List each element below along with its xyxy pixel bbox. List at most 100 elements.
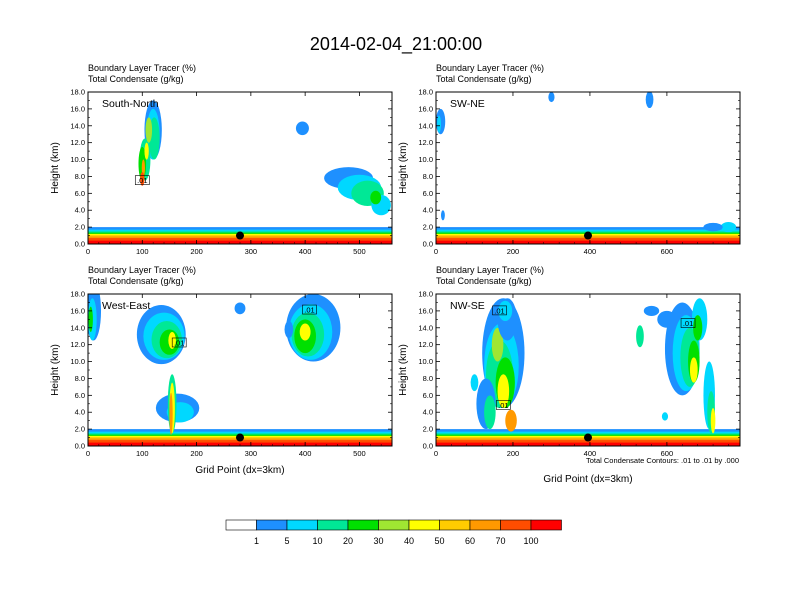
y-tick-label: 4.0 <box>423 408 433 417</box>
panel-title-condensate: Total Condensate (g/kg) <box>88 74 184 84</box>
x-tick-label: 400 <box>299 449 312 458</box>
colorbar-label: 60 <box>465 536 475 546</box>
x-tick-label: 500 <box>353 449 366 458</box>
tracer-region <box>661 412 669 421</box>
x-tick-label: 600 <box>661 247 674 256</box>
tracer-region <box>284 321 294 338</box>
x-tick-label: 100 <box>136 449 149 458</box>
panel-name: SW-NE <box>450 98 485 110</box>
plot-background <box>88 294 392 446</box>
panel-title-condensate: Total Condensate (g/kg) <box>436 74 532 84</box>
y-tick-label: 0.0 <box>423 240 433 249</box>
y-tick-label: 8.0 <box>75 172 85 181</box>
contour-label: .01 <box>304 306 314 315</box>
panel-south-north: Boundary Layer Tracer (%)Total Condensat… <box>50 63 393 256</box>
plot-area: .01 .01 .01 <box>436 294 740 446</box>
tracer-region <box>710 408 716 434</box>
y-tick-label: 8.0 <box>75 374 85 383</box>
tracer-region <box>88 306 93 333</box>
panel-name: NW-SE <box>450 300 485 312</box>
y-tick-label: 0.0 <box>75 240 85 249</box>
tracer-region <box>689 357 698 383</box>
tracer-region <box>295 121 309 136</box>
colorbar-swatch <box>225 519 257 531</box>
y-tick-label: 4.0 <box>75 206 85 215</box>
tracer-region <box>484 395 496 430</box>
contour-label: .01 <box>683 319 693 328</box>
tracer-region <box>657 310 677 328</box>
colorbar-label: 20 <box>343 536 353 546</box>
y-tick-label: 18.0 <box>70 88 85 97</box>
tracer-region <box>636 325 644 348</box>
y-tick-label: 16.0 <box>418 104 433 113</box>
contour-label-box <box>680 318 696 328</box>
y-tick-label: 6.0 <box>75 189 85 198</box>
x-tick-label: 200 <box>190 247 203 256</box>
location-marker <box>584 433 592 442</box>
colorbar-label: 70 <box>495 536 505 546</box>
panel-sw-ne: Boundary Layer Tracer (%)Total Condensat… <box>398 63 741 256</box>
panel-title-tracer: Boundary Layer Tracer (%) <box>88 265 196 275</box>
tracer-region <box>299 323 311 341</box>
tracer-region <box>470 374 479 392</box>
colorbar-label: 30 <box>373 536 383 546</box>
y-tick-label: 14.0 <box>418 323 433 332</box>
colorbar-label: 100 <box>523 536 538 546</box>
x-tick-label: 0 <box>86 247 90 256</box>
y-tick-label: 2.0 <box>75 223 85 232</box>
contour-label-box <box>134 175 150 185</box>
x-tick-label: 0 <box>434 449 438 458</box>
y-tick-label: 6.0 <box>423 189 433 198</box>
x-axis-label: Grid Point (dx=3km) <box>543 474 632 485</box>
y-tick-label: 18.0 <box>418 88 433 97</box>
tracer-region <box>169 392 173 436</box>
tracer-region <box>497 374 510 408</box>
y-tick-label: 4.0 <box>423 206 433 215</box>
y-tick-label: 18.0 <box>418 290 433 299</box>
plot-area: .01 <box>88 92 392 244</box>
panel-title-tracer: Boundary Layer Tracer (%) <box>436 265 544 275</box>
panel-nw-se: Boundary Layer Tracer (%)Total Condensat… <box>398 265 741 485</box>
y-tick-label: 2.0 <box>75 425 85 434</box>
y-tick-label: 10.0 <box>70 357 85 366</box>
x-axis-label: Grid Point (dx=3km) <box>195 465 284 476</box>
tracer-region <box>720 222 737 233</box>
tracer-region <box>645 92 654 109</box>
contour-label-box <box>496 400 511 410</box>
panel-title-tracer: Boundary Layer Tracer (%) <box>88 63 196 73</box>
y-tick-label: 14.0 <box>418 121 433 130</box>
y-axis-label: Height (km) <box>398 142 409 194</box>
panel-title-condensate: Total Condensate (g/kg) <box>436 276 532 286</box>
y-tick-label: 4.0 <box>75 408 85 417</box>
contour-label-box <box>302 304 317 315</box>
plot-background <box>436 92 740 244</box>
plot-area <box>436 92 740 244</box>
colorbar-label: 5 <box>284 536 289 546</box>
colorbar-label: 50 <box>434 536 444 546</box>
colorbar-swatch <box>500 519 532 531</box>
boundary-layer-band <box>436 442 740 446</box>
y-tick-label: 16.0 <box>70 104 85 113</box>
contour-label: .01 <box>174 338 184 347</box>
x-tick-label: 200 <box>507 449 520 458</box>
y-tick-label: 16.0 <box>418 306 433 315</box>
panel-title-condensate: Total Condensate (g/kg) <box>88 276 184 286</box>
tracer-region <box>441 210 445 221</box>
x-tick-label: 300 <box>245 247 258 256</box>
tracer-region <box>505 409 517 432</box>
y-tick-label: 8.0 <box>423 374 433 383</box>
y-tick-label: 16.0 <box>70 306 85 315</box>
colorbar-label: 40 <box>404 536 414 546</box>
contour-note: Total Condensate Contours: .01 to .01 by… <box>586 456 739 465</box>
x-tick-label: 200 <box>507 247 520 256</box>
tracer-region <box>693 315 703 341</box>
x-tick-label: 0 <box>434 247 438 256</box>
colorbar-label: 10 <box>312 536 322 546</box>
boundary-layer-band <box>436 240 740 244</box>
contour-label-box <box>171 337 187 348</box>
x-tick-label: 200 <box>190 449 203 458</box>
colorbar-swatch <box>469 519 501 531</box>
y-axis-label: Height (km) <box>50 142 61 194</box>
colorbar-swatch <box>378 519 410 531</box>
